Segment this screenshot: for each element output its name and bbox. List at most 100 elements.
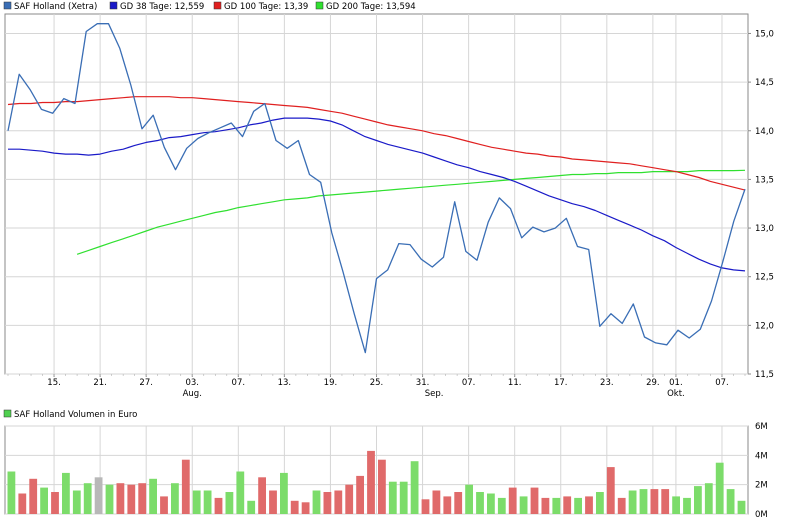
volume-bar	[149, 478, 157, 514]
legend-label: GD 38 Tage: 12,559	[120, 2, 204, 12]
x-tick-label: 29.	[646, 378, 660, 388]
volume-bar	[683, 497, 691, 514]
volume-bar	[606, 467, 615, 514]
x-tick-label: 11.	[508, 378, 522, 388]
volume-bar	[574, 497, 582, 514]
volume-bar	[40, 487, 48, 514]
volume-bar	[356, 475, 364, 514]
price-grid	[5, 14, 748, 375]
volume-bar	[127, 484, 136, 514]
x-month-label: Okt.	[667, 389, 685, 399]
legend-swatch	[3, 1, 12, 10]
legend-label: GD 200 Tage: 13,594	[326, 2, 416, 12]
series-line-ma2	[7, 96, 746, 191]
legend-label: SAF Holland Volumen in Euro	[14, 410, 137, 420]
x-month-label: Sep.	[425, 389, 444, 399]
legend-swatch	[109, 1, 118, 10]
volume-bar	[519, 496, 528, 514]
x-tick-label: 13.	[278, 378, 292, 388]
volume-bar	[323, 492, 332, 514]
y-tick-label: 2M	[755, 481, 768, 491]
volume-bar	[476, 492, 484, 514]
legend-item: GD 200 Tage: 13,594	[315, 1, 416, 12]
volume-bar	[345, 484, 354, 514]
x-tick-label: 17.	[554, 378, 568, 388]
legend-swatch	[213, 1, 222, 10]
series-line-ma3	[76, 169, 746, 255]
volume-bar	[508, 487, 517, 514]
volume-bar	[672, 496, 680, 514]
volume-bar	[585, 496, 593, 514]
volume-bar	[378, 459, 386, 514]
volume-bar	[737, 500, 746, 514]
volume-bar	[410, 461, 419, 514]
y-tick-label: 14,5	[755, 78, 774, 88]
volume-bar	[726, 489, 735, 514]
price-legend: SAF Holland (Xetra) GD 38 Tage: 12,559 GD …	[3, 1, 416, 12]
x-tick-label: 21.	[93, 378, 107, 388]
volume-bar	[497, 497, 506, 514]
volume-bar	[18, 493, 27, 514]
volume-bar	[290, 500, 299, 514]
volume-bar	[694, 486, 702, 514]
volume-bar	[203, 490, 212, 514]
x-tick-label: 07.	[715, 378, 729, 388]
volume-bar	[94, 477, 103, 514]
volume-bar	[421, 499, 430, 514]
series-line-ma1	[8, 117, 746, 272]
volume-bar	[171, 483, 179, 514]
x-tick-label: 01.	[669, 378, 683, 388]
y-tick-label: 0M	[755, 510, 768, 520]
volume-bar	[617, 497, 626, 514]
volume-bar	[661, 489, 670, 514]
volume-bar	[552, 497, 561, 514]
x-tick-label: 07.	[232, 378, 246, 388]
volume-bar	[388, 481, 397, 514]
date-x-axis: 15. 21. 27. 03.Aug. 07. 13. 19. 25. 31.Sep. 07. 11…	[7, 374, 746, 399]
volume-legend: SAF Holland Volumen in Euro	[3, 409, 137, 420]
volume-bar	[443, 496, 452, 514]
y-tick-label: 11,5	[755, 370, 774, 380]
volume-bar	[192, 490, 201, 514]
volume-bar	[214, 497, 223, 514]
x-tick-label: 19.	[324, 378, 338, 388]
x-tick-label: 15.	[47, 378, 61, 388]
volume-bar	[181, 459, 190, 514]
volume-bar	[563, 496, 572, 514]
y-tick-label: 13,0	[755, 224, 774, 234]
y-tick-label: 14,0	[755, 127, 774, 137]
volume-bars	[7, 450, 746, 514]
x-tick-label: 23.	[600, 378, 614, 388]
legend-item: SAF Holland (Xetra)	[3, 1, 97, 12]
volume-bar	[258, 477, 266, 514]
volume-bar	[541, 497, 550, 514]
x-tick-label: 25.	[370, 378, 384, 388]
volume-bar	[138, 483, 147, 514]
volume-bar	[704, 483, 713, 514]
volume-bar	[280, 472, 288, 514]
y-tick-label: 4M	[755, 451, 768, 461]
series-line-price	[7, 23, 746, 354]
volume-bar	[301, 502, 310, 514]
volume-bar	[62, 472, 70, 514]
volume-bar	[432, 490, 441, 514]
volume-bar	[399, 481, 408, 514]
volume-bar	[367, 450, 375, 514]
volume-bar	[334, 490, 343, 514]
volume-bar	[225, 492, 234, 514]
x-month-label: Aug.	[183, 389, 202, 399]
price-lines	[7, 23, 746, 354]
volume-bar	[650, 489, 659, 514]
price-y-axis: 15,0 14,5 14,0 13,5 13,0 12,5 12,0 11,5	[748, 29, 774, 380]
volume-bar	[72, 490, 81, 514]
x-tick-label: 31.	[416, 378, 430, 388]
x-tick-label: 27.	[139, 378, 153, 388]
legend-label: GD 100 Tage: 13,39	[224, 2, 308, 12]
volume-bar	[530, 487, 539, 514]
volume-bar	[269, 490, 277, 514]
volume-bar	[715, 462, 724, 514]
volume-bar	[160, 496, 168, 514]
volume-bar	[51, 492, 59, 514]
